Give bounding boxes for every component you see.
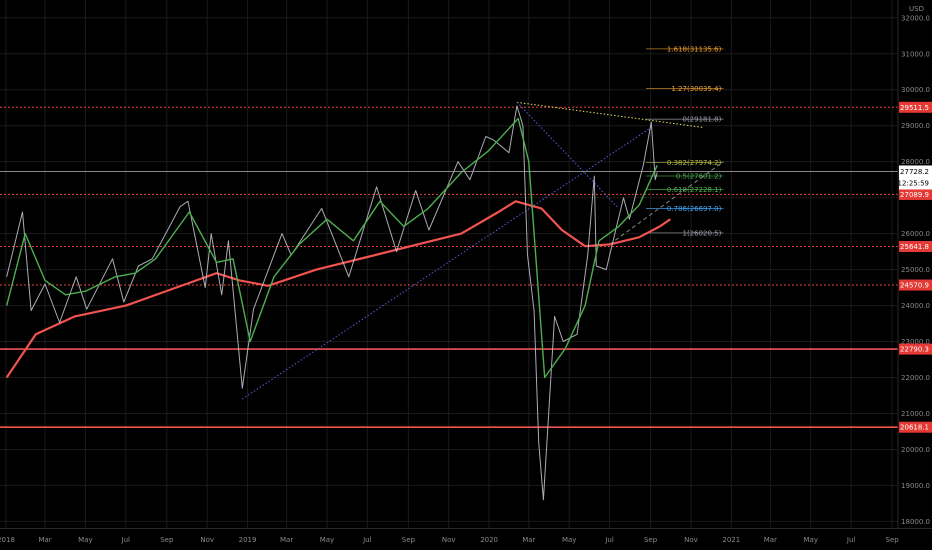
y-tick-label: 32000.0: [901, 14, 930, 22]
level-tag: 20618.1: [900, 424, 929, 432]
fast-moving-average-line: [6, 117, 658, 379]
series-layer: [5, 105, 672, 501]
level-tag-bg: [899, 279, 932, 291]
x-tick-label: May: [320, 536, 334, 544]
last-price-tag: 27728.2: [900, 168, 929, 176]
y-tick-label: 30000.0: [901, 86, 930, 94]
horizontal-levels: [0, 106, 898, 429]
x-tick-label: May: [562, 536, 576, 544]
trendline: [241, 127, 652, 400]
y-tick-label: 29000.0: [901, 122, 930, 130]
x-tick-label: Sep: [402, 536, 416, 544]
level-tag: 24570.9: [900, 282, 929, 290]
x-tick-label: May: [804, 536, 818, 544]
fibonacci-levels: 1.618(31135.6) 1.27(30035.4) 0(29181.8) 0.3…: [645, 45, 724, 237]
fib-label: 0.786(26697.0): [667, 205, 722, 213]
y-tick-label: 23000.0: [901, 338, 930, 346]
x-tick-label: Jul: [846, 536, 856, 544]
x-tick-label: Mar: [38, 536, 51, 544]
fib-label: 0(29181.8): [683, 116, 722, 124]
x-tick-label: 2020: [480, 536, 498, 544]
currency-label: USD: [909, 5, 924, 13]
x-tick-label: May: [78, 536, 92, 544]
y-tick-label: 26000.0: [901, 230, 930, 238]
level-tag: 29511.5: [900, 104, 929, 112]
fib-label: 0.5(27601.2): [676, 173, 722, 181]
grid: [0, 0, 898, 528]
level-tag: 25641.8: [900, 243, 929, 251]
slow-moving-average-line: [5, 200, 672, 379]
fib-label: 1(26020.5): [683, 229, 722, 237]
price-tags: 29511.5 27089.9 25641.8 24570.9 22790.3 20618…: [898, 101, 932, 433]
price-line: [6, 105, 658, 501]
x-tick-label: Jul: [121, 536, 131, 544]
y-tick-label: 22000.0: [901, 374, 930, 382]
countdown-tag: 12:25:59: [898, 179, 929, 187]
price-axis[interactable]: 18000.0 19000.0 20000.0 21000.0 22000.0 23000…: [897, 0, 932, 528]
x-tick-label: Sep: [644, 536, 658, 544]
fib-label: 0.382(27974.2): [667, 159, 722, 167]
level-tag-bg: [899, 343, 932, 355]
level-tag-bg: [899, 241, 932, 253]
x-tick-label: Nov: [442, 536, 456, 544]
x-tick-label: 2021: [722, 536, 740, 544]
trendlines: [241, 101, 724, 400]
x-tick-label: Sep: [160, 536, 174, 544]
y-tick-label: 28000.0: [901, 158, 930, 166]
trendline: [609, 161, 724, 245]
fib-label: 1.618(31135.6): [667, 45, 722, 53]
last-price-tag-bg: [899, 165, 932, 190]
x-tick-label: Mar: [522, 536, 535, 544]
fib-label: 1.27(30035.4): [671, 85, 721, 93]
y-tick-label: 25000.0: [901, 266, 930, 274]
y-tick-label: 21000.0: [901, 410, 930, 418]
x-tick-label: Mar: [280, 536, 293, 544]
x-tick-label: Sep: [886, 536, 900, 544]
trendline: [516, 101, 620, 209]
x-tick-label: Nov: [684, 536, 698, 544]
level-tag: 27089.9: [900, 191, 929, 199]
time-axis[interactable]: 2018 Mar May Jul Sep Nov 2019 Mar May Jul Sep Nov 20…: [0, 528, 932, 550]
x-tick-label: 2019: [239, 536, 257, 544]
x-tick-label: Jul: [362, 536, 372, 544]
level-tag-bg: [899, 421, 932, 433]
level-tag-bg: [899, 188, 932, 200]
y-tick-label: 31000.0: [901, 50, 930, 58]
x-tick-label: Nov: [200, 536, 214, 544]
x-tick-label: Jul: [604, 536, 614, 544]
x-tick-label: 2018: [0, 536, 15, 544]
x-tick-label: Mar: [764, 536, 777, 544]
fib-label: 0.618(27228.1): [667, 186, 722, 194]
y-tick-label: 20000.0: [901, 446, 930, 454]
level-tag: 22790.3: [900, 346, 929, 354]
y-tick-label: 18000.0: [901, 518, 930, 526]
y-tick-label: 19000.0: [901, 482, 930, 490]
y-tick-label: 24000.0: [901, 302, 930, 310]
level-tag-bg: [899, 101, 932, 113]
